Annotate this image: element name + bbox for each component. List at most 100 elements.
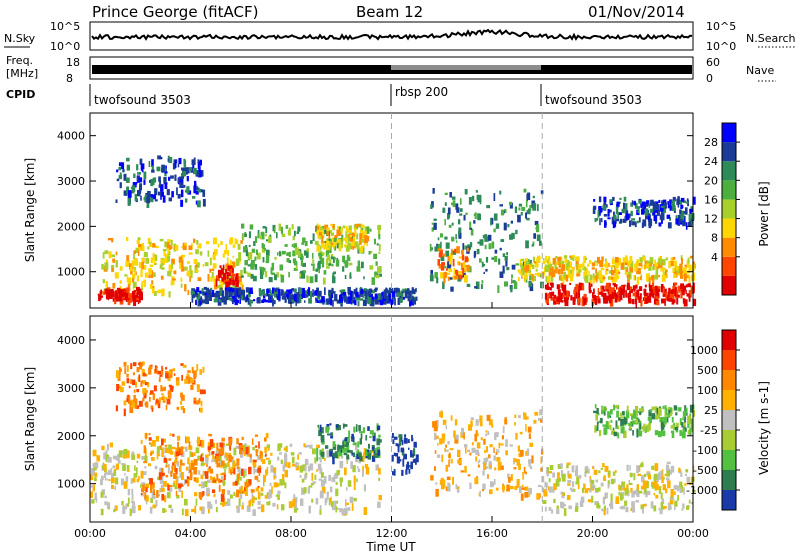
heatmap-cell-region-0 (104, 262, 109, 270)
heatmap-cell-region-11 (689, 211, 692, 214)
heatmap-cell-region-1 (230, 472, 233, 475)
heatmap-cell-region-1 (218, 484, 221, 492)
heatmap-cell-region-9 (608, 270, 612, 274)
heatmap-cell-region-6 (205, 297, 208, 301)
heatmap-cell-region-10 (612, 283, 616, 286)
heatmap-cell-region-9 (624, 267, 628, 270)
heatmap-cell-region-9 (617, 271, 621, 275)
heatmap-cell-region-7 (605, 427, 608, 435)
heatmap-cell-region-6 (686, 476, 690, 483)
heatmap-cell-region-1 (210, 475, 212, 481)
heatmap-cell-region-1 (108, 291, 113, 299)
heatmap-cell-region-9 (637, 267, 641, 275)
heatmap-cell-region-0 (279, 479, 284, 486)
heatmap-cell-region-6 (560, 470, 564, 477)
heatmap-cell-region-9 (534, 264, 537, 268)
heatmap-cell-region-4 (415, 454, 419, 463)
heatmap-cell-region-0 (292, 498, 296, 507)
heatmap-cell-region-6 (621, 481, 626, 488)
heatmap-cell-region-2 (118, 162, 122, 167)
heatmap-cell-region-4 (408, 465, 412, 468)
heatmap-cell-region-6 (567, 480, 572, 484)
heatmap-cell-region-1 (176, 435, 181, 441)
heatmap-cell-region-10 (655, 299, 660, 306)
heatmap-cell-region-9 (572, 267, 575, 274)
heatmap-cell-region-4 (378, 229, 381, 237)
heatmap-cell-region-0 (113, 470, 117, 476)
heatmap-cell-region-0 (340, 478, 342, 487)
heatmap-cell-region-9 (584, 276, 587, 282)
heatmap-cell-region-1 (180, 463, 185, 466)
heatmap-cell-region-4 (334, 245, 337, 251)
heatmap-cell-region-3 (372, 446, 375, 450)
heatmap-cell-region-11 (630, 210, 633, 217)
heatmap-cell-region-6 (562, 502, 565, 507)
heatmap-cell-region-6 (402, 288, 406, 293)
heatmap-cell-region-3 (372, 436, 376, 442)
heatmap-cell-region-10 (566, 290, 569, 298)
heatmap-cell-region-11 (637, 207, 640, 214)
heatmap-cell-region-3 (329, 448, 333, 452)
heatmap-cell-region-7 (679, 430, 682, 436)
heatmap-cell-region-1 (234, 480, 238, 486)
heatmap-cell-region-6 (544, 506, 547, 512)
heatmap-cell-region-7 (540, 190, 544, 195)
heatmap-cell-region-5 (455, 484, 458, 489)
heatmap-cell-region-6 (260, 290, 265, 295)
heatmap-cell-region-9 (545, 255, 548, 263)
heatmap-cell-region-6 (404, 290, 408, 299)
heatmap-cell-region-2 (126, 157, 130, 162)
heatmap-cell-region-9 (563, 271, 567, 279)
heatmap-cell-region-9 (559, 260, 562, 264)
heatmap-cell-region-8 (438, 264, 443, 269)
heatmap-cell-region-2 (158, 176, 161, 182)
heatmap-cell-region-6 (561, 505, 565, 509)
heatmap-cell-region-4 (407, 439, 410, 443)
heatmap-cell-region-5 (437, 454, 441, 458)
heatmap-cell-region-4 (395, 443, 398, 446)
heatmap-cell-region-0 (225, 263, 230, 270)
heatmap-cell-region-6 (320, 299, 322, 303)
heatmap-cell-region-7 (442, 207, 446, 213)
heatmap-cell-region-10 (668, 287, 671, 294)
heatmap-cell-region-0 (167, 239, 171, 243)
heatmap-cell-region-3 (320, 451, 325, 457)
heatmap-cell-region-1 (259, 451, 263, 460)
heatmap-cell-region-4 (293, 243, 297, 249)
heatmap-cell-region-2 (197, 188, 201, 193)
heatmap-cell-region-8 (437, 248, 442, 251)
heatmap-cell-region-4 (341, 234, 344, 242)
heatmap-cell-region-4 (392, 471, 395, 476)
heatmap-cell-region-4 (249, 224, 254, 230)
heatmap-cell-region-0 (180, 283, 183, 288)
heatmap-cell-region-4 (336, 257, 339, 261)
heatmap-cell-region-5 (439, 411, 443, 418)
heatmap-cell-region-7 (474, 286, 478, 289)
heatmap-cell-region-1 (224, 452, 229, 458)
velocity-colorbar-segment-5 (722, 390, 736, 410)
heatmap-cell-region-4 (322, 262, 325, 268)
heatmap-cell-region-1 (158, 472, 162, 480)
heatmap-cell-region-10 (558, 292, 561, 297)
heatmap-cell-region-0 (225, 464, 229, 468)
heatmap-cell-region-2 (179, 182, 183, 188)
heatmap-cell-region-11 (623, 202, 625, 210)
heatmap-cell-region-2 (151, 165, 154, 172)
heatmap-cell-region-7 (479, 214, 481, 221)
heatmap-cell-region-1 (140, 470, 144, 479)
heatmap-cell-region-5 (345, 225, 348, 231)
heatmap-cell-region-5 (445, 444, 447, 448)
heatmap-cell-region-10 (597, 298, 601, 304)
heatmap-cell-region-0 (346, 507, 349, 511)
heatmap-cell-region-0 (277, 483, 280, 487)
heatmap-cell-region-2 (119, 182, 122, 189)
heatmap-cell-region-0 (319, 468, 323, 474)
heatmap-cell-region-6 (653, 505, 657, 512)
heatmap-cell-region-6 (221, 298, 225, 303)
heatmap-cell-region-6 (401, 291, 404, 294)
heatmap-cell-region-0 (136, 275, 140, 282)
heatmap-cell-region-0 (219, 459, 222, 466)
heatmap-cell-region-1 (109, 289, 113, 293)
heatmap-cell-region-11 (654, 203, 658, 210)
heatmap-cell-region-0 (273, 482, 278, 488)
